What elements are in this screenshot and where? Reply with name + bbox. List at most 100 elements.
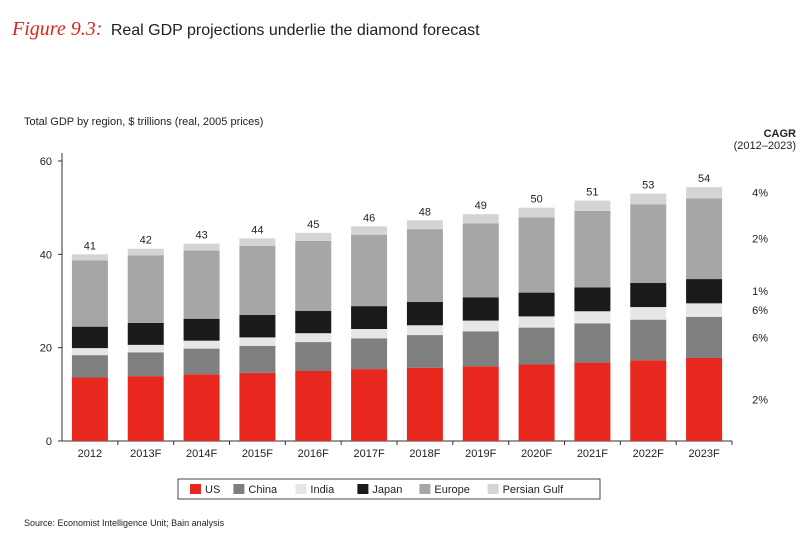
y-tick-label: 20 bbox=[40, 343, 52, 355]
x-tick-label: 2023F bbox=[688, 448, 719, 460]
bar-segment bbox=[686, 198, 723, 280]
bar-segment bbox=[630, 193, 667, 205]
legend-label: Japan bbox=[372, 484, 402, 496]
bar-segment bbox=[127, 255, 164, 323]
x-tick-label: 2018F bbox=[409, 448, 440, 460]
bar-segment bbox=[295, 310, 332, 334]
legend-label: India bbox=[310, 484, 335, 496]
bar-segment bbox=[351, 329, 388, 339]
legend-swatch bbox=[357, 484, 369, 494]
bar-segment bbox=[462, 366, 499, 441]
bar-segment bbox=[686, 279, 723, 304]
bar-segment bbox=[518, 292, 555, 317]
x-tick-label: 2014F bbox=[186, 448, 217, 460]
bar-segment bbox=[462, 214, 499, 224]
bar-segment bbox=[630, 307, 667, 320]
bar-segment bbox=[239, 345, 276, 373]
bar-segment bbox=[462, 320, 499, 332]
bar-segment bbox=[127, 322, 164, 345]
bar-segment bbox=[127, 376, 164, 441]
legend-swatch bbox=[190, 484, 201, 494]
bar-segment bbox=[71, 260, 108, 327]
bar-segment bbox=[239, 245, 276, 315]
bar-segment bbox=[406, 220, 443, 230]
legend-label: China bbox=[248, 484, 278, 496]
bar-segment bbox=[183, 348, 220, 375]
bar-segment bbox=[686, 303, 723, 317]
bar-segment bbox=[518, 364, 555, 441]
bar-segment bbox=[295, 333, 332, 343]
bar-total-label: 49 bbox=[475, 200, 487, 212]
bar-segment bbox=[351, 338, 388, 370]
cagr-header: CAGR (2012–2023) bbox=[734, 128, 796, 152]
cagr-label: 2% bbox=[752, 394, 768, 406]
x-tick-label: 2019F bbox=[465, 448, 496, 460]
legend-label: US bbox=[205, 484, 220, 496]
bar-segment bbox=[406, 325, 443, 336]
bar-segment bbox=[518, 327, 555, 365]
bar-segment bbox=[183, 250, 220, 319]
bar-segment bbox=[183, 340, 220, 349]
figure-title-text: Real GDP projections underlie the diamon… bbox=[110, 22, 480, 39]
bar-segment bbox=[406, 301, 443, 326]
bar-segment bbox=[127, 248, 164, 256]
legend-swatch bbox=[419, 484, 431, 494]
cagr-label: 1% bbox=[752, 286, 768, 298]
bar-segment bbox=[574, 287, 611, 312]
bar-segment bbox=[518, 207, 555, 218]
x-tick-label: 2017F bbox=[353, 448, 384, 460]
bar-segment bbox=[71, 348, 108, 356]
bar-segment bbox=[462, 297, 499, 321]
bar-segment bbox=[686, 187, 723, 199]
bar-segment bbox=[630, 282, 667, 308]
bar-total-label: 42 bbox=[140, 235, 152, 247]
bar-segment bbox=[686, 357, 723, 441]
bar-segment bbox=[351, 369, 388, 441]
bar-segment bbox=[686, 316, 723, 358]
cagr-label: 2% bbox=[752, 234, 768, 246]
figure-title: Figure 9.3: Real GDP projections underli… bbox=[12, 18, 480, 41]
bar-segment bbox=[406, 229, 443, 302]
bar-segment bbox=[239, 337, 276, 346]
bar-segment bbox=[295, 240, 332, 311]
bar-segment bbox=[574, 362, 611, 441]
cagr-label: 6% bbox=[752, 305, 768, 317]
x-tick-label: 2016F bbox=[298, 448, 329, 460]
chart-subtitle: Total GDP by region, $ trillions (real, … bbox=[24, 116, 264, 128]
bar-segment bbox=[71, 355, 108, 378]
bar-segment bbox=[351, 226, 388, 235]
bar-total-label: 44 bbox=[251, 224, 263, 236]
bar-total-label: 51 bbox=[586, 187, 598, 199]
x-tick-label: 2012 bbox=[78, 448, 102, 460]
bar-segment bbox=[71, 377, 108, 441]
bar-segment bbox=[406, 367, 443, 441]
bar-segment bbox=[71, 326, 108, 349]
bar-segment bbox=[574, 323, 611, 363]
legend-label: Europe bbox=[434, 484, 469, 496]
figure-label: Figure 9.3: bbox=[12, 18, 103, 40]
legend-swatch bbox=[233, 484, 245, 494]
bar-segment bbox=[295, 232, 332, 241]
bar-segment bbox=[574, 200, 611, 211]
bar-segment bbox=[183, 374, 220, 441]
x-tick-label: 2022F bbox=[633, 448, 664, 460]
x-tick-label: 2021F bbox=[577, 448, 608, 460]
cagr-label: 6% bbox=[752, 332, 768, 344]
bar-segment bbox=[239, 315, 276, 338]
bar-segment bbox=[462, 331, 499, 367]
bar-segment bbox=[127, 344, 164, 353]
bar-segment bbox=[127, 352, 164, 377]
bar-segment bbox=[630, 204, 667, 283]
bar-segment bbox=[295, 342, 332, 371]
bar-segment bbox=[351, 234, 388, 307]
x-tick-label: 2020F bbox=[521, 448, 552, 460]
bar-total-label: 53 bbox=[642, 180, 654, 192]
bar-total-label: 41 bbox=[84, 240, 96, 252]
source-note: Source: Economist Intelligence Unit; Bai… bbox=[24, 518, 225, 528]
bar-total-label: 46 bbox=[363, 212, 375, 224]
cagr-label: 4% bbox=[752, 188, 768, 200]
y-tick-label: 60 bbox=[40, 156, 52, 168]
legend-swatch bbox=[487, 484, 499, 494]
legend-swatch bbox=[295, 484, 307, 494]
bar-total-label: 50 bbox=[530, 194, 542, 206]
